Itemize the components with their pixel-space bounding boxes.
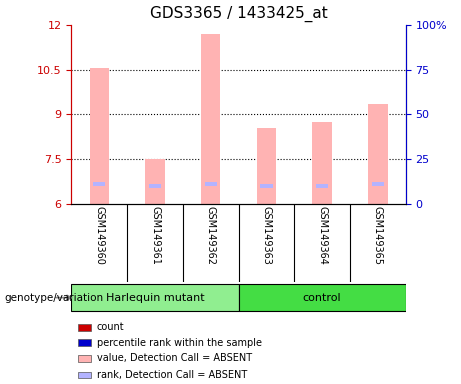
Bar xyxy=(71,284,239,311)
Bar xyxy=(316,184,328,188)
Text: value, Detection Call = ABSENT: value, Detection Call = ABSENT xyxy=(96,353,252,363)
Bar xyxy=(313,122,332,204)
Bar xyxy=(260,184,272,188)
Bar xyxy=(89,68,109,204)
Bar xyxy=(205,182,217,186)
Bar xyxy=(257,127,276,204)
Bar xyxy=(149,184,161,188)
Text: GSM149361: GSM149361 xyxy=(150,206,160,265)
Text: GSM149360: GSM149360 xyxy=(95,206,104,265)
Text: GSM149362: GSM149362 xyxy=(206,206,216,265)
Bar xyxy=(368,104,388,204)
Bar xyxy=(201,34,220,204)
Bar xyxy=(93,182,106,186)
Text: count: count xyxy=(96,322,124,332)
Text: control: control xyxy=(303,293,342,303)
Text: Harlequin mutant: Harlequin mutant xyxy=(106,293,204,303)
Text: rank, Detection Call = ABSENT: rank, Detection Call = ABSENT xyxy=(96,370,247,380)
Text: genotype/variation: genotype/variation xyxy=(5,293,104,303)
Text: GSM149363: GSM149363 xyxy=(261,206,272,265)
Bar xyxy=(78,324,91,331)
Bar xyxy=(78,339,91,346)
Bar xyxy=(78,372,91,379)
Bar xyxy=(145,159,165,204)
Bar xyxy=(372,182,384,186)
Text: GSM149365: GSM149365 xyxy=(373,206,383,265)
Bar xyxy=(238,284,406,311)
Text: GSM149364: GSM149364 xyxy=(317,206,327,265)
Text: percentile rank within the sample: percentile rank within the sample xyxy=(96,338,261,348)
Title: GDS3365 / 1433425_at: GDS3365 / 1433425_at xyxy=(150,6,327,22)
Bar xyxy=(78,355,91,362)
